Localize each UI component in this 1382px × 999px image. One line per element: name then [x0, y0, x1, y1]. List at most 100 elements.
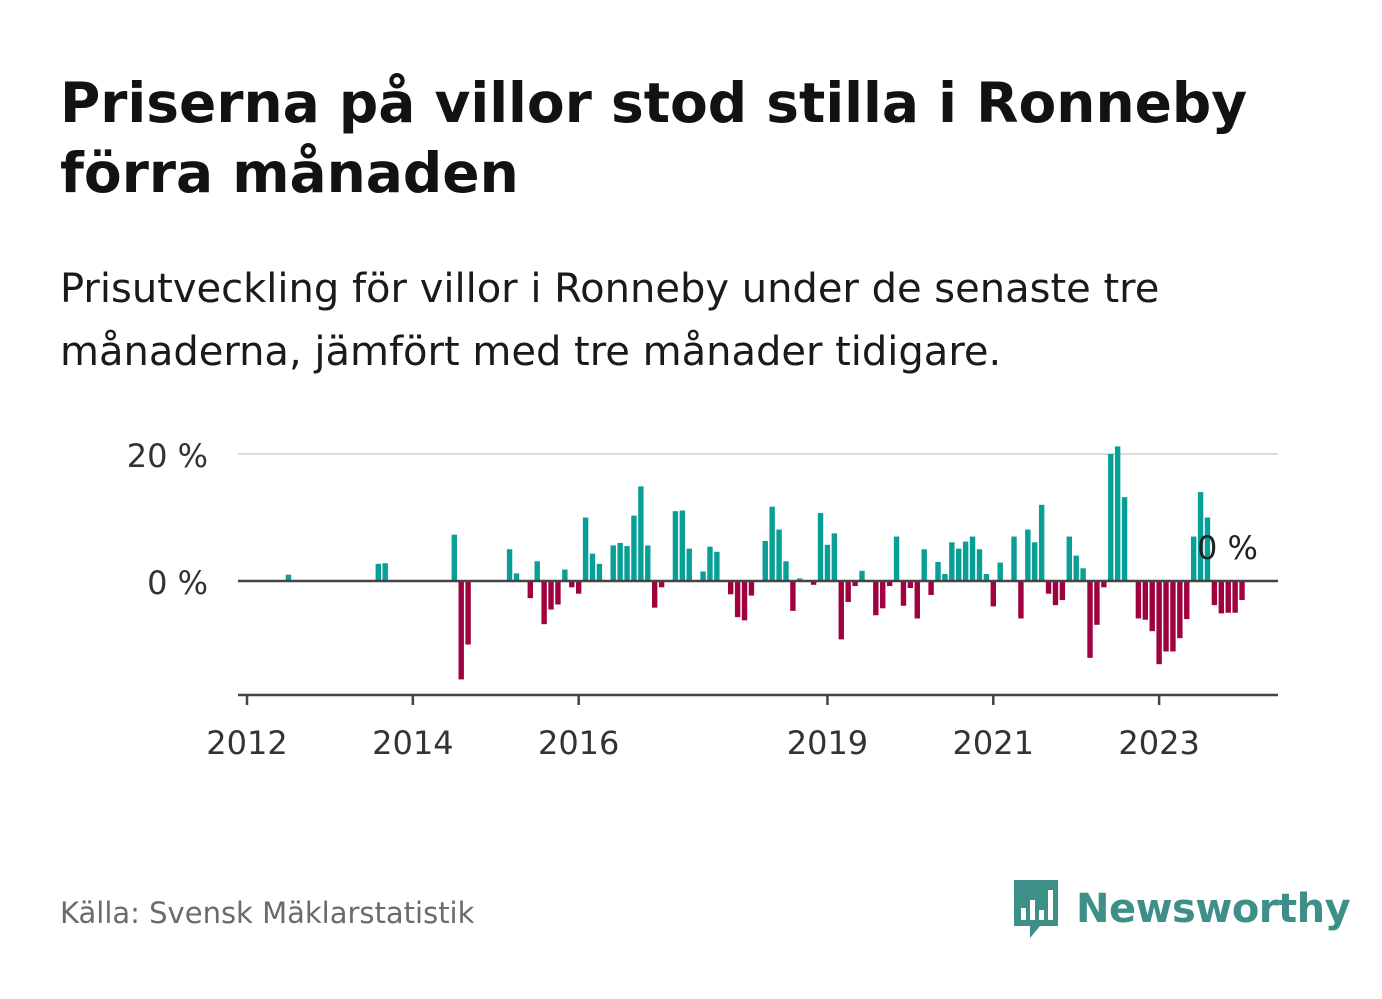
- bar: [506, 549, 513, 581]
- last-value-label: 0 %: [1197, 529, 1258, 567]
- newsworthy-logo[interactable]: Newsworthy: [1010, 876, 1351, 942]
- bar: [907, 581, 914, 588]
- bar: [859, 570, 865, 581]
- bar: [645, 545, 651, 581]
- bar: [714, 551, 720, 581]
- bar: [555, 581, 561, 605]
- bar: [672, 511, 679, 581]
- bar: [928, 581, 934, 595]
- bar: [1114, 446, 1121, 581]
- bar: [651, 581, 658, 608]
- bar: [1156, 581, 1162, 665]
- axes: [238, 579, 1278, 705]
- tick-labels: 20 % 0 % 2012 2014 2016 2019 2021 2023 0 %: [127, 437, 1258, 762]
- bar: [824, 544, 831, 581]
- bar: [956, 548, 962, 581]
- x-tick-label: 2014: [372, 724, 453, 762]
- x-tick-label: 2016: [538, 724, 619, 762]
- x-tick-label: 2012: [206, 724, 287, 762]
- bar: [541, 581, 547, 625]
- bar: [983, 574, 990, 581]
- bar: [880, 581, 886, 609]
- bar: [1232, 581, 1238, 613]
- x-tick-label: 2021: [953, 724, 1034, 762]
- bar: [1218, 581, 1225, 614]
- newsworthy-logo-icon: [1014, 880, 1058, 938]
- bar: [762, 540, 768, 581]
- x-tick-label: 2023: [1118, 724, 1199, 762]
- bar: [1066, 536, 1072, 581]
- bar: [1094, 581, 1100, 625]
- bar: [1163, 581, 1169, 652]
- bar-series: [285, 446, 1245, 680]
- bar: [914, 581, 920, 619]
- bar: [997, 562, 1003, 581]
- bar: [679, 510, 686, 581]
- bar: [285, 574, 292, 581]
- bar: [1149, 581, 1155, 632]
- bar: [534, 561, 540, 581]
- bar: [797, 578, 803, 581]
- bar: [382, 563, 388, 581]
- y-tick-label: 0 %: [147, 564, 208, 602]
- bar: [631, 515, 637, 581]
- source-note: Källa: Svensk Mäklarstatistik: [60, 896, 475, 930]
- bar: [458, 581, 464, 680]
- bar: [969, 536, 976, 581]
- bar: [1087, 581, 1093, 658]
- bar: [817, 513, 824, 581]
- bar: [734, 581, 741, 618]
- bar: [1184, 581, 1190, 620]
- bar: [873, 581, 879, 616]
- x-tick-label: 2019: [787, 724, 868, 762]
- bar: [921, 549, 927, 581]
- bar: [569, 581, 575, 588]
- bar: [658, 581, 665, 588]
- bar: [686, 548, 692, 581]
- bar: [942, 574, 948, 581]
- bar: [1018, 581, 1024, 619]
- bar: [375, 563, 381, 581]
- bar: [1108, 454, 1114, 581]
- bar: [465, 581, 471, 645]
- bar: [893, 536, 900, 581]
- bar: [845, 581, 851, 602]
- bar: [451, 534, 457, 581]
- bar: [707, 546, 713, 581]
- bar: [838, 581, 844, 640]
- bar: [1170, 581, 1176, 652]
- bar: [596, 563, 603, 581]
- bar: [776, 529, 782, 581]
- bar: [976, 549, 983, 581]
- bar: [1204, 517, 1211, 581]
- bar: [610, 545, 616, 581]
- bar: [1038, 504, 1045, 581]
- bar: [900, 581, 907, 606]
- bar: [1025, 529, 1031, 581]
- bar: [1059, 581, 1066, 601]
- bar: [741, 581, 748, 621]
- y-tick-label: 20 %: [127, 437, 208, 475]
- bar: [1177, 581, 1183, 639]
- bar: [575, 581, 582, 594]
- bar: [1101, 581, 1107, 588]
- bar: [589, 553, 596, 581]
- bar: [790, 581, 796, 611]
- bar: [810, 581, 817, 585]
- bar: [527, 581, 534, 599]
- bar: [1211, 581, 1218, 606]
- bar: [1135, 581, 1142, 619]
- bar: [1073, 555, 1079, 581]
- bar: [769, 506, 775, 581]
- bar: [935, 561, 941, 581]
- bar: [748, 581, 755, 596]
- bar: [783, 561, 789, 581]
- bar: [1121, 497, 1128, 581]
- bar: [1080, 568, 1086, 581]
- bar: [728, 581, 734, 595]
- bar: [949, 542, 955, 581]
- bar: [1142, 581, 1148, 620]
- bar: [548, 581, 554, 610]
- bar: [1190, 536, 1197, 581]
